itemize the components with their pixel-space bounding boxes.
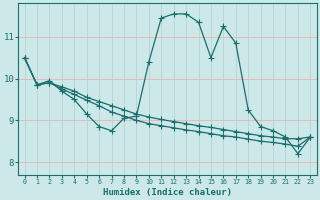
X-axis label: Humidex (Indice chaleur): Humidex (Indice chaleur) xyxy=(103,188,232,197)
